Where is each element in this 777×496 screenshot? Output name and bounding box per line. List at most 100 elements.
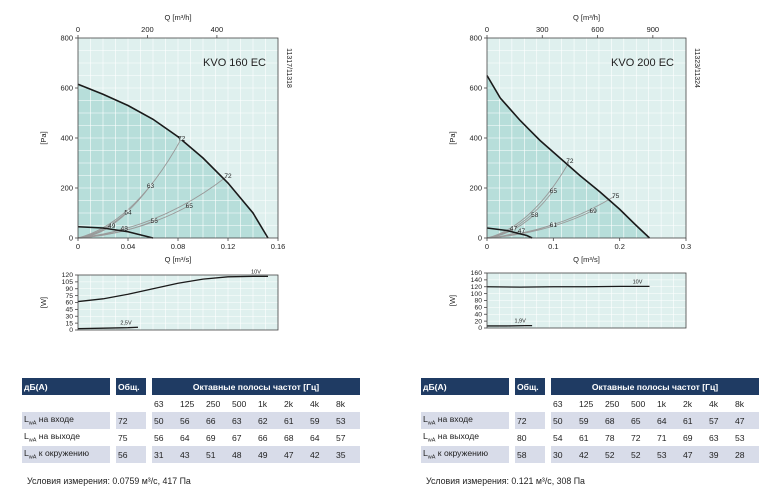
power-curve-label: 10V — [633, 279, 643, 285]
fan-curve — [486, 75, 651, 239]
point-marker — [567, 158, 573, 163]
table-row: LwA на входе 72 50 59 68 65 64 61 57 47 — [421, 412, 759, 429]
x-top-tick-label: 200 — [141, 25, 154, 34]
power-curve-label: 10V — [251, 269, 261, 275]
table-header-total: Общ. — [515, 378, 545, 395]
x-top-tick-label: 600 — [591, 25, 604, 34]
chart-title: KVO 200 EC — [611, 57, 674, 69]
row-value: 51 — [204, 446, 230, 463]
point-marker — [125, 209, 131, 214]
row-total: 72 — [515, 412, 545, 429]
row-value: 54 — [551, 429, 577, 446]
row-value: 39 — [707, 446, 733, 463]
y-tick-label: 0 — [69, 234, 73, 243]
fan-curve-low — [77, 225, 154, 239]
freq-header: 500 — [629, 395, 655, 412]
chart-title: KVO 160 EC — [203, 57, 266, 69]
power-y-axis-label: [W] — [39, 297, 48, 308]
power-y-tick-label: 120 — [62, 272, 74, 279]
x-tick-label: 0.2 — [614, 242, 624, 251]
freq-header: 250 — [204, 395, 230, 412]
row-value: 71 — [655, 429, 681, 446]
panel-kvo-200: 72 75 65 69 58 61 47 47 0 0.1 0.2 0.3 0 300 600 900 0 200… — [389, 0, 777, 496]
row-value: 42 — [577, 446, 603, 463]
y-tick-label: 600 — [60, 84, 73, 93]
point-label: 47 — [518, 228, 526, 235]
row-value: 47 — [681, 446, 707, 463]
point-marker — [519, 228, 524, 233]
point-marker — [590, 208, 596, 213]
row-value: 62 — [256, 412, 282, 429]
y-tick-label: 200 — [60, 184, 73, 193]
row-value: 57 — [707, 412, 733, 429]
point-label: 56 — [151, 218, 159, 225]
table-row: LwA к окружению 56 31 43 51 48 49 47 42 35 — [22, 446, 360, 463]
x-tick-label: 0.3 — [681, 242, 691, 251]
system-line — [77, 137, 183, 239]
table-row: LwA к окружению 58 30 42 52 52 53 47 39 28 — [421, 446, 759, 463]
freq-header: 250 — [603, 395, 629, 412]
row-value: 66 — [204, 412, 230, 429]
fan-curve — [77, 83, 269, 239]
power-y-tick-label: 0 — [478, 325, 482, 332]
freq-header: 500 — [230, 395, 256, 412]
x-tick-label: 0 — [485, 242, 489, 251]
point-marker — [179, 135, 184, 141]
row-value: 52 — [629, 446, 655, 463]
row-value: 64 — [655, 412, 681, 429]
power-curve-label: 1,9V — [514, 319, 526, 325]
point-marker — [109, 223, 114, 228]
point-marker — [148, 183, 153, 188]
row-value: 67 — [230, 429, 256, 446]
row-value: 57 — [334, 429, 360, 446]
freq-header: 8k — [334, 395, 360, 412]
point-label: 75 — [612, 193, 620, 200]
x-tick-label: 0.1 — [548, 242, 558, 251]
freq-header: 8k — [733, 395, 759, 412]
row-value: 52 — [603, 446, 629, 463]
row-value: 66 — [256, 429, 282, 446]
row-value: 61 — [577, 429, 603, 446]
point-label: 65 — [550, 188, 558, 195]
row-value: 56 — [178, 412, 204, 429]
x-axis-label: Q [m³/s] — [165, 255, 192, 264]
row-label: LwA к окружению — [22, 446, 110, 463]
row-label: LwA к окружению — [421, 446, 509, 463]
row-value: 69 — [681, 429, 707, 446]
x-tick-label: 0.12 — [221, 242, 236, 251]
y-tick-label: 400 — [469, 134, 482, 143]
power-y-axis-label: [W] — [448, 295, 457, 306]
row-value: 50 — [551, 412, 577, 429]
working-region — [78, 84, 268, 238]
point-label: 69 — [590, 208, 598, 215]
row-total: 72 — [116, 412, 146, 429]
power-y-tick-label: 0 — [69, 327, 73, 334]
side-code: 11323/11324 — [693, 48, 700, 88]
freq-header: 125 — [178, 395, 204, 412]
point-marker — [551, 222, 556, 227]
point-marker — [613, 193, 618, 198]
freq-header: 1k — [655, 395, 681, 412]
point-label: 47 — [510, 226, 518, 233]
freq-header: 125 — [577, 395, 603, 412]
x-top-tick-label: 0 — [76, 25, 80, 34]
row-value: 61 — [681, 412, 707, 429]
x-axis-label: Q [m³/s] — [573, 255, 600, 264]
power-y-tick-label: 60 — [474, 305, 482, 312]
point-label: 58 — [531, 212, 539, 219]
row-value: 68 — [282, 429, 308, 446]
x-tick-label: 0.08 — [171, 242, 186, 251]
x-tick-label: 0.04 — [121, 242, 136, 251]
table-header-db: дБ(А) — [22, 378, 110, 395]
point-marker — [532, 212, 537, 217]
power-curve — [77, 275, 268, 303]
row-value: 31 — [152, 446, 178, 463]
row-value: 53 — [655, 446, 681, 463]
row-value: 50 — [152, 412, 178, 429]
row-value: 49 — [256, 446, 282, 463]
y-tick-label: 800 — [469, 34, 482, 43]
power-y-tick-label: 40 — [474, 311, 482, 318]
y-tick-label: 800 — [60, 34, 73, 43]
row-value: 59 — [577, 412, 603, 429]
row-total: 56 — [116, 446, 146, 463]
